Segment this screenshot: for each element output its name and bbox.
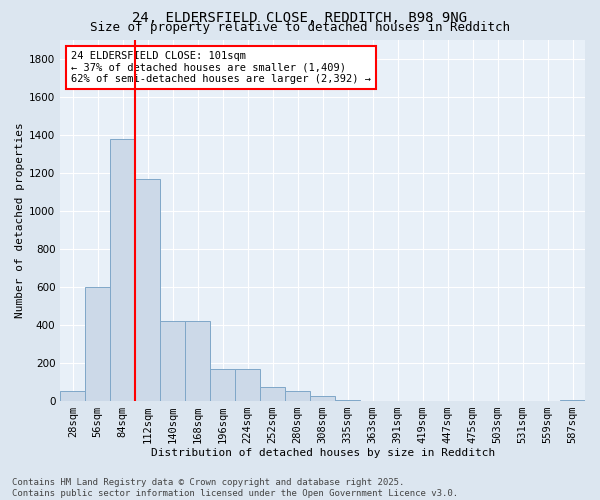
- Text: Size of property relative to detached houses in Redditch: Size of property relative to detached ho…: [90, 22, 510, 35]
- Bar: [110, 139, 135, 401]
- Bar: [560, 400, 585, 401]
- Text: 24 ELDERSFIELD CLOSE: 101sqm
← 37% of detached houses are smaller (1,409)
62% of: 24 ELDERSFIELD CLOSE: 101sqm ← 37% of de…: [71, 51, 371, 84]
- Text: 24, ELDERSFIELD CLOSE, REDDITCH, B98 9NG: 24, ELDERSFIELD CLOSE, REDDITCH, B98 9NG: [133, 11, 467, 25]
- Bar: [260, 386, 285, 401]
- Bar: [60, 392, 85, 401]
- Bar: [160, 321, 185, 401]
- Bar: [185, 321, 210, 401]
- Bar: [285, 392, 310, 401]
- Bar: [310, 396, 335, 401]
- Bar: [85, 287, 110, 401]
- Bar: [235, 368, 260, 401]
- Y-axis label: Number of detached properties: Number of detached properties: [15, 122, 25, 318]
- Bar: [135, 178, 160, 401]
- Bar: [210, 368, 235, 401]
- X-axis label: Distribution of detached houses by size in Redditch: Distribution of detached houses by size …: [151, 448, 495, 458]
- Bar: [335, 400, 360, 401]
- Text: Contains HM Land Registry data © Crown copyright and database right 2025.
Contai: Contains HM Land Registry data © Crown c…: [12, 478, 458, 498]
